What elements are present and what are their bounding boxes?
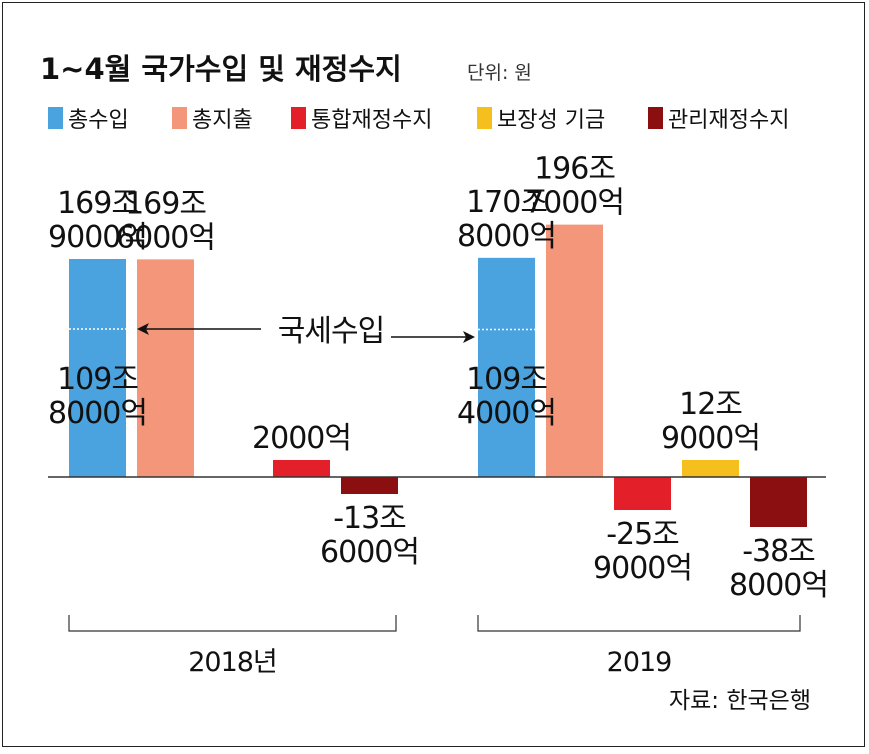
annotation-group: 국세수입 [137, 314, 475, 349]
year-bracket-2 [477, 615, 801, 632]
legend-label-3: 통합재정수지 [311, 108, 432, 133]
arrowhead-left-icon [137, 323, 149, 335]
value-label-5-1-2: 6000억 [320, 535, 419, 570]
bar-1-2 [478, 257, 535, 477]
unit-label: 단위: 원 [467, 62, 532, 84]
chart-canvas: 1~4월 국가수입 및 재정수지 단위: 원 총수입 총지출 통합재정수지 보장성 기… [40, 52, 829, 714]
source-label: 자료: 한국은행 [669, 688, 811, 714]
bar-4-2 [682, 460, 739, 477]
arrowhead-right-icon [463, 331, 475, 343]
legend-swatch-4 [477, 107, 492, 129]
value-label-2-1-1: 169조 [125, 186, 206, 221]
value-label-2-2-2: 7000억 [525, 186, 624, 221]
value-label-1-2-2: 8000억 [457, 219, 556, 254]
bar-5-2 [750, 477, 807, 527]
bar-2-1 [137, 259, 194, 477]
value-label-1-1-2: 9000억 [48, 220, 147, 255]
value-label-5-2-2: 8000억 [729, 568, 828, 603]
category-label-1: 2018년 [188, 647, 277, 678]
chart-title: 1~4월 국가수입 및 재정수지 [40, 52, 402, 86]
bars-group [69, 224, 807, 527]
value-label-4-2-2: 9000억 [661, 421, 760, 456]
value-label-2-2-1: 196조 [534, 152, 615, 187]
legend: 총수입 총지출 통합재정수지 보장성 기금 관리재정수지 [48, 107, 789, 133]
value-label-5-1-1: -13조 [333, 501, 406, 536]
bar-1-1 [69, 259, 126, 477]
legend-swatch-2 [172, 107, 187, 129]
legend-swatch-5 [648, 107, 663, 129]
value-label-3-2-1: -25조 [606, 517, 679, 552]
category-label-2: 2019 [607, 647, 672, 678]
bar-2-2 [546, 224, 603, 477]
bar-3-1 [273, 460, 330, 477]
legend-swatch-1 [48, 107, 63, 129]
legend-swatch-3 [291, 107, 306, 129]
value-label-1-2-1: 170조 [466, 185, 547, 220]
value-label-1-1-1: 169조 [57, 186, 138, 221]
inner-label-1-1: 109조 [57, 362, 138, 397]
bar-5-1 [341, 477, 398, 494]
inner-label-2-2: 4000억 [457, 396, 556, 431]
legend-label-2: 총지출 [192, 108, 253, 133]
value-label-3-1-1: 2000억 [252, 421, 351, 456]
inner-label-1-2: 8000억 [48, 396, 147, 431]
year-bracket-1 [68, 615, 397, 632]
bar-3-2 [614, 477, 671, 510]
value-label-5-2-1: -38조 [742, 534, 815, 569]
value-label-4-2-1: 12조 [679, 387, 742, 422]
value-label-2-1-2: 6000억 [116, 220, 215, 255]
legend-label-4: 보장성 기금 [497, 108, 605, 133]
inner-label-2-1: 109조 [466, 362, 547, 397]
legend-label-1: 총수입 [68, 108, 129, 133]
annotation-label: 국세수입 [278, 314, 384, 349]
year-brackets: 2018년 2019 [68, 615, 801, 678]
legend-label-5: 관리재정수지 [668, 108, 789, 133]
data-labels-group: 169조9000억109조8000억170조8000억109조4000억169조… [48, 152, 829, 603]
value-label-3-2-2: 9000억 [593, 551, 692, 586]
